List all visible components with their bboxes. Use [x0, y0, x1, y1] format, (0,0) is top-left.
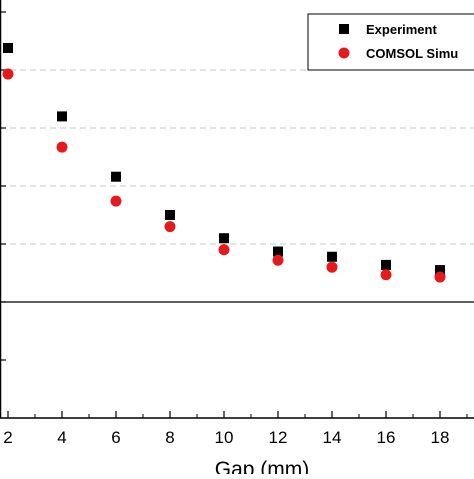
x-tick-label: 12 — [269, 428, 288, 447]
legend-box — [307, 13, 474, 71]
data-point-circle — [434, 271, 446, 283]
series-layer — [2, 42, 446, 283]
data-point-square — [57, 111, 67, 122]
legend-label: Experiment — [366, 22, 437, 37]
data-point-circle — [2, 68, 14, 80]
legend-marker-circle — [338, 47, 350, 59]
legend-label: COMSOL Simu — [366, 46, 458, 61]
data-point-square — [273, 246, 283, 257]
series-2 — [2, 68, 446, 283]
x-tick-label: 16 — [377, 428, 396, 447]
x-tick-label: 10 — [215, 428, 234, 447]
x-tick-label: 2 — [3, 428, 12, 447]
data-point-circle — [164, 221, 176, 233]
data-point-circle — [272, 254, 284, 266]
x-tick-label: 6 — [111, 428, 120, 447]
axis-layer: 2 4 6 8 10 12 14 16 18 — [0, 0, 474, 447]
data-point-square — [327, 251, 337, 262]
data-point-square — [219, 233, 229, 244]
x-tick-label: 14 — [323, 428, 342, 447]
data-point-circle — [56, 141, 68, 153]
series-1 — [3, 42, 445, 276]
grid-layer — [0, 69, 474, 303]
legend-marker-square — [339, 24, 349, 34]
data-point-square — [3, 42, 13, 53]
data-point-circle — [326, 261, 338, 273]
legend: Experiment COMSOL Simu — [307, 13, 474, 71]
data-point-circle — [110, 195, 122, 207]
x-tick-label: 8 — [165, 428, 174, 447]
data-point-square — [381, 259, 391, 270]
data-point-square — [111, 171, 121, 182]
data-point-circle — [218, 244, 230, 256]
data-point-square — [165, 210, 175, 220]
data-point-circle — [380, 269, 392, 281]
x-tick-label: 18 — [431, 428, 450, 447]
x-tick-label: 4 — [57, 428, 66, 447]
x-axis-label: Gap (mm) — [215, 458, 310, 474]
data-point-square — [435, 265, 445, 276]
